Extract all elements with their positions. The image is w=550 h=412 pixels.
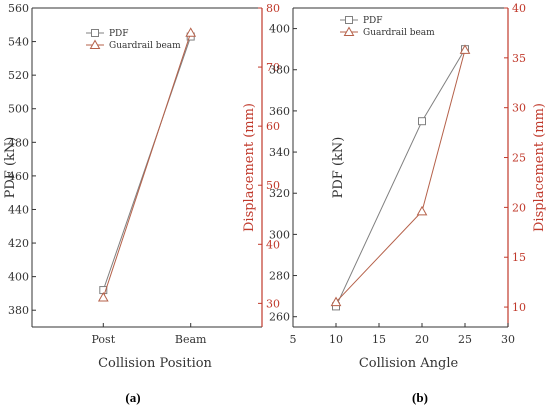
y-right-tick-label: 30 bbox=[266, 297, 280, 310]
y-tick-label: 500 bbox=[8, 103, 29, 116]
x-axis-label: Collision Angle bbox=[359, 356, 459, 371]
legend-entry: PDF bbox=[363, 16, 383, 26]
y-right-tick-label: 20 bbox=[512, 201, 526, 214]
panel-label: (b) bbox=[412, 390, 428, 405]
y-tick-label: 540 bbox=[8, 36, 29, 49]
y-tick-label: 400 bbox=[269, 23, 290, 36]
data-point bbox=[97, 291, 109, 302]
y-tick-label: 420 bbox=[8, 237, 29, 250]
y-tick-label: 340 bbox=[269, 146, 290, 159]
y-right-tick-label: 80 bbox=[266, 2, 280, 15]
legend-marker bbox=[345, 16, 353, 24]
y-tick-label: 400 bbox=[8, 271, 29, 284]
data-point bbox=[418, 117, 426, 126]
legend-marker bbox=[343, 26, 355, 36]
y-tick-label: 380 bbox=[269, 64, 290, 77]
series-line-pdf bbox=[335, 48, 466, 307]
legend-marker bbox=[89, 39, 101, 49]
y-tick-label: 560 bbox=[8, 2, 29, 15]
series-line-guardrail-beam bbox=[102, 32, 192, 298]
legend-entry: Guardrail beam bbox=[109, 41, 181, 51]
y-axis-label: PDF (kN) bbox=[331, 137, 346, 199]
x-tick-label: 30 bbox=[501, 333, 515, 346]
data-point bbox=[185, 27, 197, 37]
y-tick-label: 440 bbox=[8, 203, 29, 216]
legend-entry: Guardrail beam bbox=[363, 28, 435, 38]
y-right-tick-label: 30 bbox=[512, 102, 526, 115]
y-tick-label: 360 bbox=[269, 105, 290, 118]
y-right-tick-label: 40 bbox=[512, 2, 526, 15]
chart-panel-a: 380 400 420 440 460 480 500 520 540 560 30 40 50 60 70… bbox=[3, 2, 280, 405]
x-tick-label: Beam bbox=[175, 333, 207, 346]
data-point bbox=[459, 44, 471, 54]
legend-entry: PDF bbox=[109, 29, 129, 39]
x-tick-label: 10 bbox=[329, 333, 343, 346]
y-right-tick-label: 35 bbox=[512, 52, 526, 65]
y-right-tick-label: 70 bbox=[266, 61, 280, 74]
y-right-tick-label: 40 bbox=[266, 238, 280, 251]
data-point bbox=[416, 205, 428, 216]
y-tick-label: 460 bbox=[8, 170, 29, 183]
y-tick-label: 480 bbox=[8, 136, 29, 149]
x-tick-label: Post bbox=[91, 333, 115, 346]
y-right-tick-label: 10 bbox=[512, 301, 526, 314]
y-right-axis-label: Displacement (mm) bbox=[242, 103, 257, 232]
x-tick-label: 20 bbox=[415, 333, 429, 346]
y-tick-label: 380 bbox=[8, 304, 29, 317]
y-tick-label: 260 bbox=[269, 311, 290, 324]
series-line-pdf bbox=[102, 36, 192, 291]
y-right-tick-label: 50 bbox=[266, 179, 280, 192]
y-tick-label: 320 bbox=[269, 187, 290, 200]
y-axis-label: PDF (kN) bbox=[3, 137, 18, 199]
data-point bbox=[330, 296, 342, 307]
x-tick-label: 5 bbox=[290, 333, 297, 346]
x-tick-label: 25 bbox=[458, 333, 472, 346]
y-tick-label: 520 bbox=[8, 69, 29, 82]
y-right-axis-label: Displacement (mm) bbox=[532, 103, 547, 232]
x-axis-label: Collision Position bbox=[98, 356, 212, 371]
legend-marker bbox=[91, 29, 99, 37]
y-right-tick-label: 15 bbox=[512, 251, 526, 264]
y-tick-label: 280 bbox=[269, 270, 290, 283]
chart-panel-b: 260 280 300 320 340 360 380 400 10 15 20 25 30 35 40 5 1… bbox=[269, 2, 547, 405]
y-tick-label: 300 bbox=[269, 228, 290, 241]
y-right-tick-label: 60 bbox=[266, 120, 280, 133]
y-right-tick-label: 25 bbox=[512, 152, 526, 165]
x-tick-label: 15 bbox=[372, 333, 386, 346]
panel-label: (a) bbox=[125, 390, 140, 405]
